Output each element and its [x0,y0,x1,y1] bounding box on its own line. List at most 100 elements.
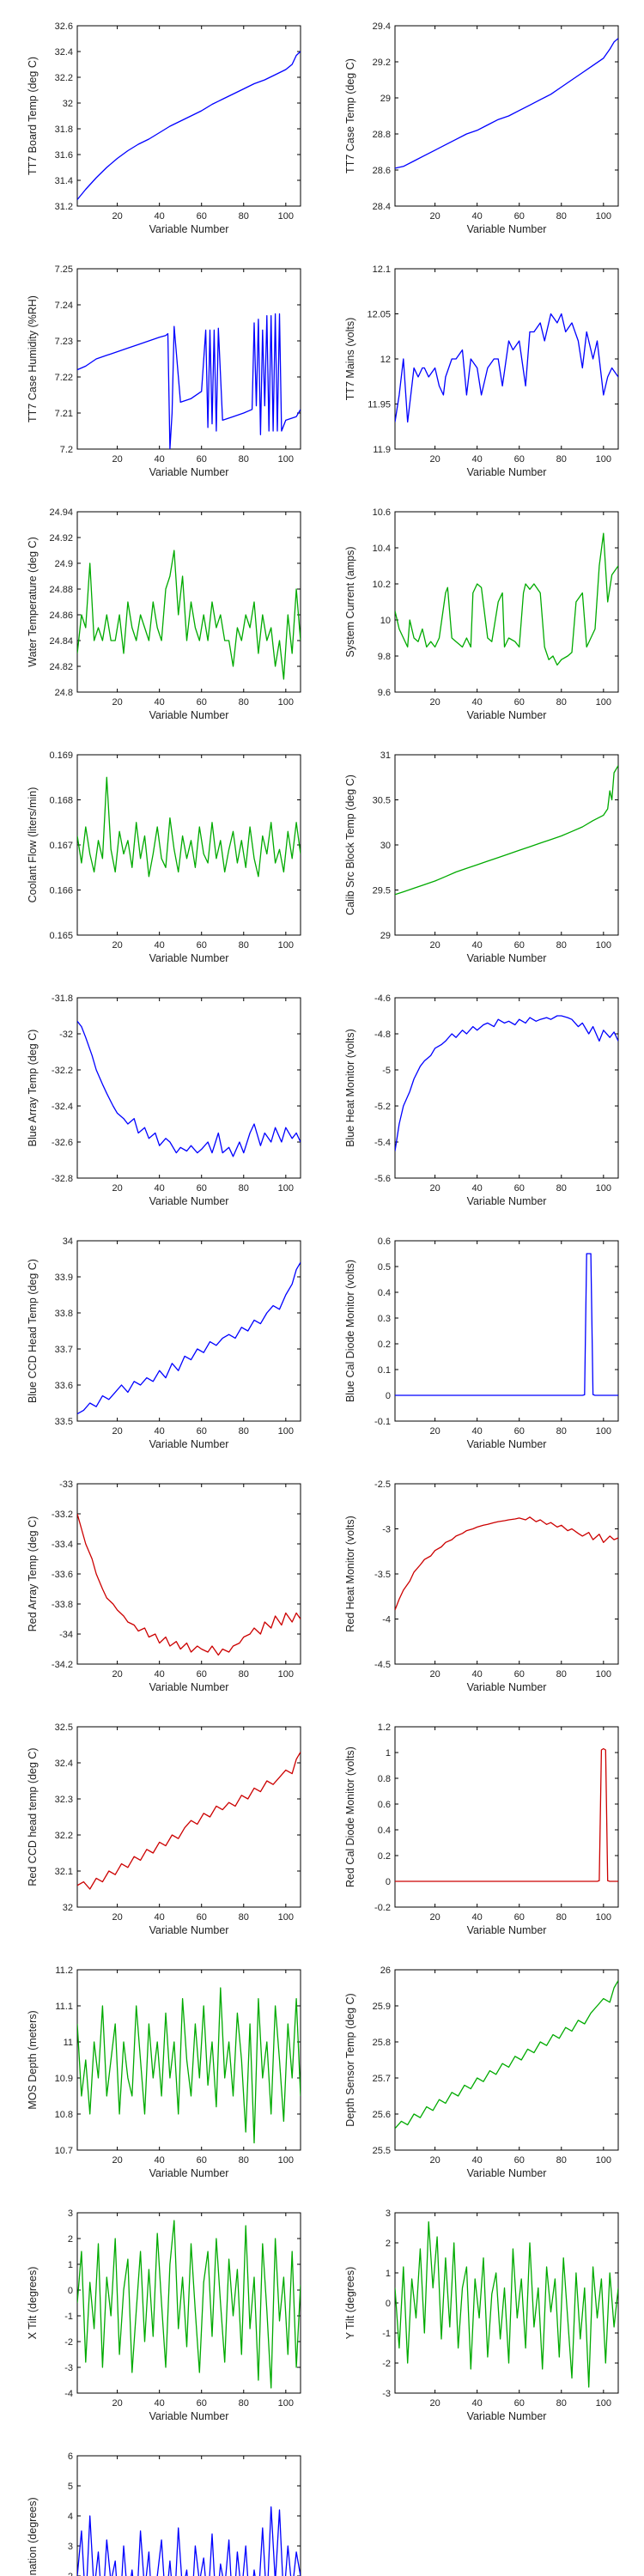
y-tick-label: 0.1 [378,1365,391,1376]
y-tick-label: -32.8 [52,1174,73,1184]
y-tick-label: -4.6 [374,993,391,1004]
x-axis-label: Variable Number [149,223,229,235]
x-axis-label: Variable Number [149,952,229,964]
chart-14: -4.5 -4 -3.5 -3 -2.5 20 40 60 80 100 Variable Numb… [344,1479,619,1693]
y-tick-label: 10 [380,616,391,626]
x-tick-label: 20 [112,1912,122,1923]
y-tick-label: 10.4 [373,544,391,554]
y-tick-label: 9.6 [378,688,391,698]
plot-frame [76,754,301,936]
y-tick-label: 32.4 [55,1759,73,1769]
x-tick-label: 100 [278,454,294,465]
y-tick-label: 33.9 [55,1273,73,1283]
y-tick-label: 10.6 [373,507,391,518]
x-tick-label: 80 [556,1183,567,1194]
x-tick-label: 100 [596,2398,611,2409]
y-tick-label: 32.6 [55,21,73,32]
plot-frame [394,1726,619,1908]
x-tick-label: 20 [429,1183,440,1194]
y-tick-label: -4 [64,2389,73,2399]
y-tick-label: 11 [64,2038,73,2048]
y-tick-label: 0.4 [378,1288,391,1298]
y-tick-label: -32.4 [52,1102,73,1112]
x-axis-label: Variable Number [467,952,547,964]
series-line [395,38,618,169]
y-tick-label: -33 [59,1479,73,1490]
x-tick-label: 60 [197,454,207,465]
x-tick-label: 20 [112,1426,122,1437]
y-tick-label: -3.5 [374,1570,391,1580]
x-tick-label: 60 [197,697,207,708]
x-tick-label: 100 [278,1183,294,1194]
y-tick-label: 30.5 [373,796,391,806]
y-tick-label: -34 [59,1630,73,1640]
y-tick-label: 32 [63,1903,73,1913]
y-tick-label: -32.2 [52,1066,73,1076]
x-tick-label: 40 [155,2155,165,2166]
y-tick-label: 7.22 [55,373,73,383]
chart-2: 28.4 28.6 28.8 29 29.2 29.4 20 40 60 80 100 Variabl… [344,21,619,235]
y-tick-label: 31.2 [55,202,73,212]
x-tick-label: 80 [556,454,567,465]
chart-3: 7.2 7.21 7.22 7.23 7.24 7.25 20 40 60 80 100 Variab… [27,264,301,478]
y-tick-label: 28.4 [373,202,391,212]
y-tick-label: 33.8 [55,1309,73,1319]
y-tick-label: -32.6 [52,1138,73,1148]
x-tick-label: 60 [197,1912,207,1923]
y-tick-label: 32.2 [55,1831,73,1841]
y-tick-label: 0 [386,2299,391,2309]
y-tick-label: 10.7 [55,2146,73,2156]
x-tick-label: 40 [472,1183,483,1194]
x-tick-label: 60 [514,940,525,951]
x-axis-label: Variable Number [467,709,547,721]
x-tick-label: 20 [429,454,440,465]
y-tick-label: 1 [68,2260,73,2270]
series-line [77,1020,301,1157]
x-tick-label: 80 [239,940,249,951]
y-tick-label: 29 [380,94,391,104]
y-tick-label: 24.92 [49,533,73,544]
chart-6: 9.6 9.8 10 10.2 10.4 10.6 20 40 60 80 100 Variable … [344,507,619,721]
y-tick-label: 25.5 [373,2146,391,2156]
y-tick-label: 2 [386,2239,391,2249]
x-tick-label: 20 [112,2155,122,2166]
y-tick-label: 7.25 [55,264,73,275]
chart-5: 24.8 24.82 24.84 24.86 24.88 24.9 24.92 24.94 20… [27,507,301,721]
series-line [395,765,618,896]
y-tick-label: 7.23 [55,337,73,347]
x-tick-label: 60 [514,1912,525,1923]
y-axis-label: Blue Array Temp (deg C) [27,1030,39,1147]
y-tick-label: -31.8 [52,993,73,1004]
x-tick-label: 100 [278,2155,294,2166]
y-tick-label: 1 [386,1748,391,1759]
y-tick-label: -0.1 [374,1417,391,1427]
y-tick-label: 4 [68,2512,73,2522]
plot-frame [394,25,619,207]
series-line [395,313,618,423]
y-axis-label: Inclination (degrees) [27,2497,39,2576]
x-tick-label: 80 [556,697,567,708]
series-line [395,1516,618,1611]
y-tick-label: 3 [386,2208,391,2219]
series-line [395,2221,618,2388]
y-axis-label: Red Cal Diode Monitor (volts) [344,1747,356,1887]
y-tick-label: -32 [59,1030,73,1040]
x-tick-label: 80 [556,2398,567,2409]
x-axis-label: Variable Number [467,1438,547,1450]
y-axis-label: TT7 Mains (volts) [344,318,356,401]
x-tick-label: 60 [197,1669,207,1680]
y-tick-label: 0.8 [378,1774,391,1784]
y-tick-label: 0.165 [49,931,73,941]
x-tick-label: 60 [197,211,207,222]
y-tick-label: 7.24 [55,301,73,311]
plot-frame [76,268,301,450]
y-tick-label: 2 [68,2234,73,2245]
y-tick-label: 25.8 [373,2038,391,2048]
x-tick-label: 60 [514,1426,525,1437]
plot-frame [76,1726,301,1908]
y-tick-label: 9.8 [378,652,391,662]
x-tick-label: 100 [278,1669,294,1680]
chart-19: -4 -3 -2 -1 0 1 2 3 20 40 60 80 100 Variable Number X … [27,2208,301,2422]
chart-15: 32 32.1 32.2 32.3 32.4 32.5 20 40 60 80 100 Variabl… [27,1722,301,1936]
